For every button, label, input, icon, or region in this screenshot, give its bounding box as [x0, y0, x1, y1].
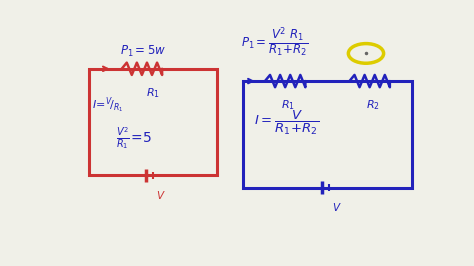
Text: $I = \dfrac{V}{R_1\!+\!R_2}$: $I = \dfrac{V}{R_1\!+\!R_2}$: [254, 109, 319, 137]
Text: $P_1 = 5w$: $P_1 = 5w$: [120, 43, 166, 59]
Text: $P_1 = \dfrac{V^2\ R_1}{R_1\!+\!R_2}$: $P_1 = \dfrac{V^2\ R_1}{R_1\!+\!R_2}$: [241, 25, 308, 59]
Text: $\frac{V^2}{R_1}\!=\!5$: $\frac{V^2}{R_1}\!=\!5$: [116, 126, 152, 152]
Text: $I\!=\!^V\!/_{R_1}$: $I\!=\!^V\!/_{R_1}$: [92, 95, 124, 115]
Bar: [243, 81, 412, 188]
Text: $R_1$: $R_1$: [146, 86, 160, 100]
Text: $R_1$: $R_1$: [282, 98, 295, 112]
Text: $R_2$: $R_2$: [366, 98, 380, 112]
Text: $V$: $V$: [332, 201, 342, 213]
Bar: [89, 69, 217, 175]
Text: $V$: $V$: [156, 189, 165, 201]
